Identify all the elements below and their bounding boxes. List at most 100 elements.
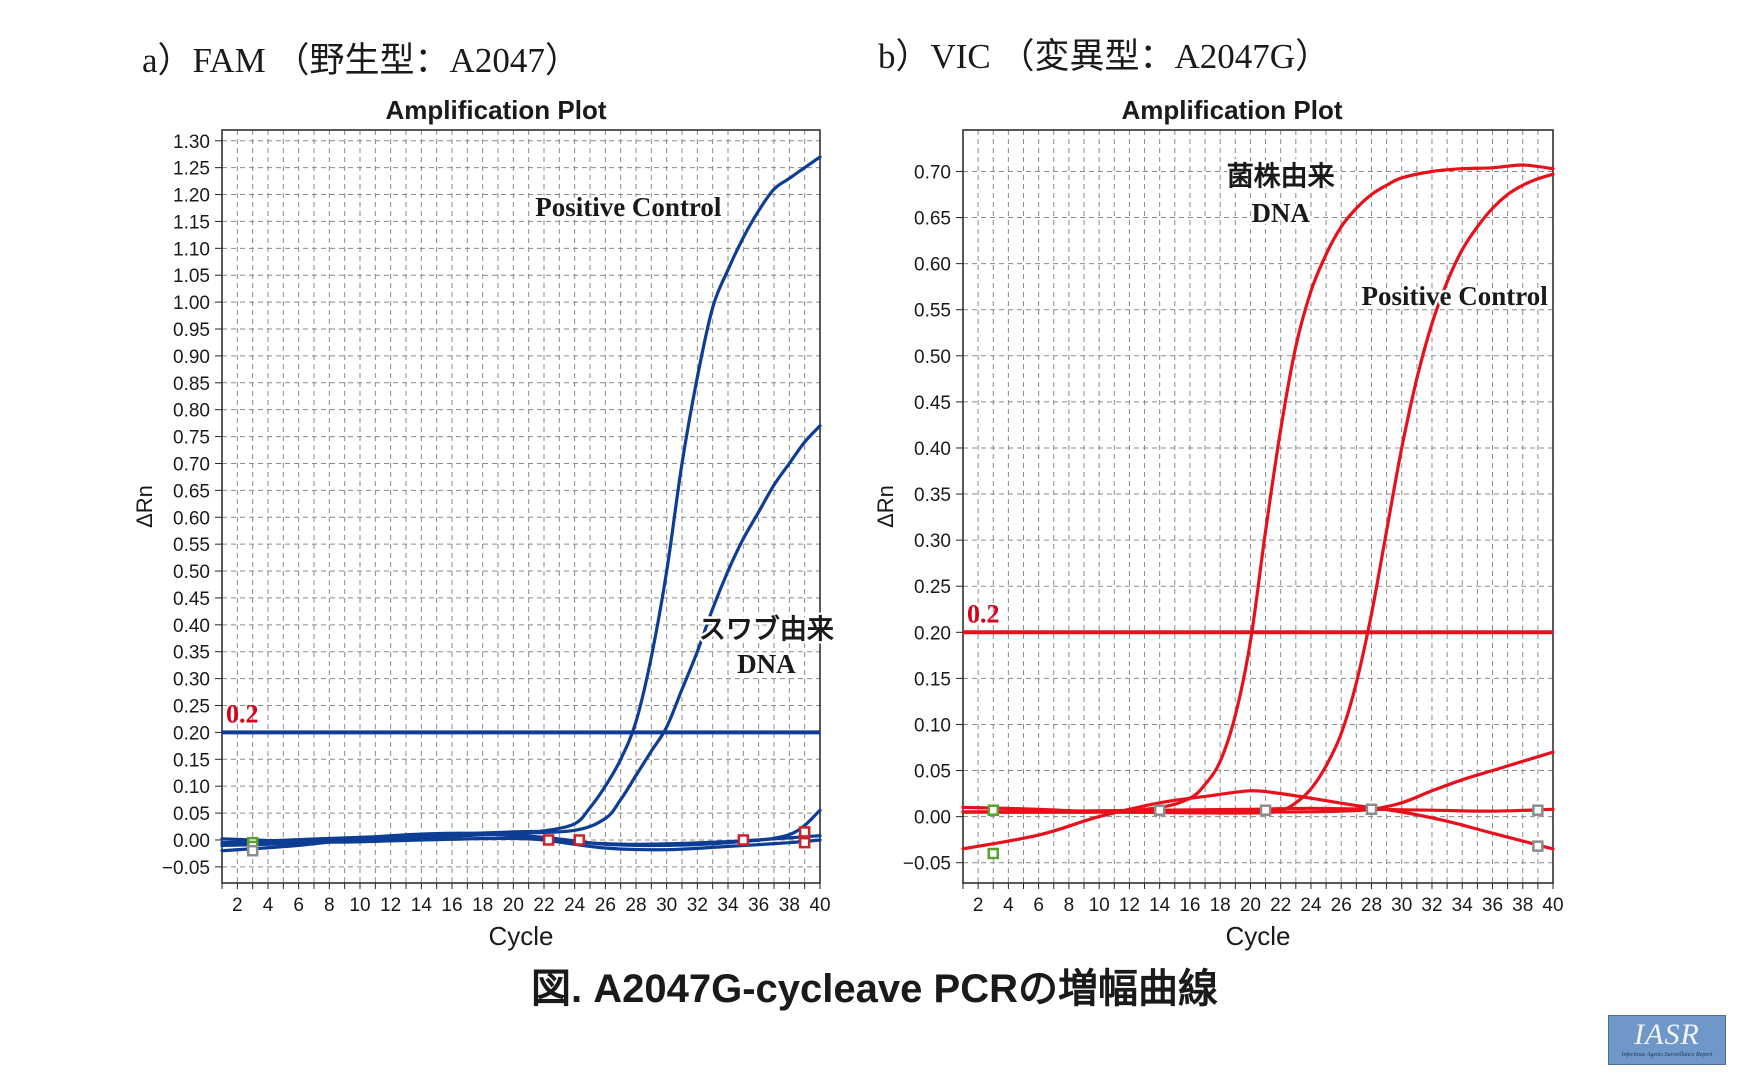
chart-b-x-tick-label: 4	[1003, 895, 1014, 916]
chart-b-plot-frame	[962, 129, 1554, 884]
chart-a-y-tick-label: 1.05	[173, 266, 210, 287]
chart-b-series-line-5	[961, 806, 1555, 814]
chart-b-series-line-1	[961, 163, 1555, 814]
chart-a-x-tick-label: 22	[533, 895, 554, 916]
chart-b-x-tick-label: 36	[1482, 895, 1503, 916]
chart-a-y-tick-label: 1.15	[173, 212, 210, 233]
chart-a-x-axis-label: Cycle	[488, 921, 553, 951]
chart-a-y-tick-label: −0.05	[162, 858, 210, 879]
chart-a-y-tick-label: 1.20	[173, 186, 210, 207]
chart-b-x-axis-label: Cycle	[1225, 921, 1290, 951]
chart-a-y-tick-label: 0.80	[173, 401, 210, 422]
chart-a-series-line-1	[220, 155, 822, 845]
chart-a-x-tick-label: 10	[349, 895, 370, 916]
chart-a-series-line-5	[220, 834, 822, 846]
chart-b-annotation: DNA	[1251, 198, 1310, 228]
chart-a-series-line-2	[220, 424, 822, 845]
chart-a-data-marker	[798, 836, 811, 849]
chart-a-title: Amplification Plot	[386, 95, 607, 125]
chart-a-data-marker	[246, 844, 259, 857]
chart-a-x-tick-label: 32	[687, 895, 708, 916]
chart-a-x-tick-label: 36	[748, 895, 769, 916]
chart-a-annotation: DNA	[737, 649, 796, 679]
chart-a-y-tick-label: 0.55	[173, 535, 210, 556]
chart-a-y-tick-label: 1.25	[173, 159, 210, 180]
chart-a-y-tick-label: 0.50	[173, 562, 210, 583]
chart-a-data-marker	[737, 834, 750, 846]
chart-b-y-tick-label: 0.55	[914, 301, 951, 322]
chart-a-y-tick-label: 0.85	[173, 374, 210, 395]
chart-b-x-tick-label: 30	[1391, 895, 1412, 916]
chart-a-y-tick-label: 0.75	[173, 428, 210, 449]
chart-a-x-tick-label: 38	[779, 895, 800, 916]
chart-a-x-tick-label: 26	[595, 895, 616, 916]
chart-a-y-tick-label: 0.10	[173, 777, 210, 798]
chart-b-x-tick-label: 6	[1033, 895, 1044, 916]
chart-b-y-tick-label: 0.00	[914, 808, 951, 829]
chart-a-y-tick-label: 1.00	[173, 293, 210, 314]
chart-a-y-tick-label: 0.00	[173, 831, 210, 852]
panel-a-title: a）FAM （野生型：A2047）	[142, 41, 580, 80]
chart-b-y-tick-label: 0.30	[914, 531, 951, 552]
chart-b-annotation: Positive Control	[1362, 281, 1549, 311]
chart-b-x-tick-label: 20	[1240, 895, 1261, 916]
chart-b-x-tick-label: 40	[1542, 895, 1563, 916]
chart-a-y-tick-label: 0.90	[173, 347, 210, 368]
chart-a-y-tick-label: 0.30	[173, 670, 210, 691]
chart-b-y-axis-label: ΔRn	[873, 485, 898, 528]
chart-a-y-tick-label: 0.20	[173, 723, 210, 744]
chart-a-y-tick-label: 0.60	[173, 508, 210, 529]
chart-a-x-tick-label: 8	[324, 895, 335, 916]
chart-b-x-tick-label: 32	[1421, 895, 1442, 916]
chart-b-x-tick-label: 14	[1149, 895, 1171, 916]
chart-b-x-tick-label: 22	[1270, 895, 1291, 916]
chart-b-y-tick-label: 0.65	[914, 209, 951, 230]
chart-a-x-tick-label: 4	[263, 895, 274, 916]
figure-caption: 図. A2047G-cycleave PCRの増幅曲線	[531, 967, 1218, 1011]
chart-b-x-tick-label: 28	[1361, 895, 1382, 916]
chart-b-x-tick-label: 10	[1089, 895, 1110, 916]
chart-a-data-marker	[798, 826, 811, 838]
chart-a-x-tick-label: 34	[717, 895, 739, 916]
chart-b-x-tick-label: 34	[1452, 895, 1474, 916]
chart-a-y-tick-label: 0.35	[173, 643, 210, 664]
logo-text: IASR	[1634, 1018, 1700, 1051]
chart-a-data-marker	[573, 834, 586, 846]
chart-a-x-tick-label: 6	[293, 895, 304, 916]
chart-b-x-tick-label: 12	[1119, 895, 1140, 916]
chart-a-plot-frame	[221, 129, 821, 884]
chart-a-y-tick-label: 0.70	[173, 454, 210, 475]
chart-a-y-tick-label: 0.65	[173, 481, 210, 502]
panel-b-title: b）VIC （変異型：A2047G）	[878, 37, 1331, 76]
chart-b-data-marker	[987, 847, 1000, 860]
chart-b-x-tick-label: 16	[1179, 895, 1200, 916]
chart-b-series-line-4	[961, 750, 1555, 814]
chart-b-y-tick-label: 0.50	[914, 347, 951, 368]
iasr-logo: IASR Infectious Agents Surveillance Repo…	[1608, 1015, 1726, 1065]
chart-b-y-tick-label: −0.05	[903, 854, 951, 875]
chart-b-x-tick-label: 24	[1300, 895, 1322, 916]
chart-b-data-marker	[1532, 804, 1544, 816]
chart-a-x-tick-label: 40	[809, 895, 830, 916]
chart-b-y-tick-label: 0.25	[914, 577, 951, 598]
chart-a-x-tick-label: 18	[472, 895, 493, 916]
chart-b-annotation: 菌株由来	[1227, 161, 1335, 192]
chart-b-data-marker	[1153, 804, 1166, 816]
chart-a-x-tick-label: 2	[232, 895, 243, 916]
chart-b-y-tick-label: 0.35	[914, 485, 951, 506]
chart-b-y-tick-label: 0.40	[914, 439, 951, 460]
chart-a-x-tick-label: 30	[656, 895, 677, 916]
chart-b-x-tick-label: 18	[1210, 895, 1231, 916]
chart-b-x-tick-label: 38	[1512, 895, 1533, 916]
chart-b-data-marker	[1532, 840, 1544, 852]
chart-a-x-tick-label: 16	[441, 895, 462, 916]
chart-b-y-tick-label: 0.45	[914, 393, 951, 414]
chart-a-threshold-label: 0.2	[226, 699, 259, 728]
chart-a-x-tick-label: 12	[380, 895, 401, 916]
chart-a-y-tick-label: 0.45	[173, 589, 210, 610]
chart-b-title: Amplification Plot	[1122, 95, 1343, 125]
chart-a-y-tick-label: 1.10	[173, 239, 210, 260]
chart-a-data-marker	[542, 834, 555, 846]
chart-b-x-tick-label: 2	[973, 895, 984, 916]
